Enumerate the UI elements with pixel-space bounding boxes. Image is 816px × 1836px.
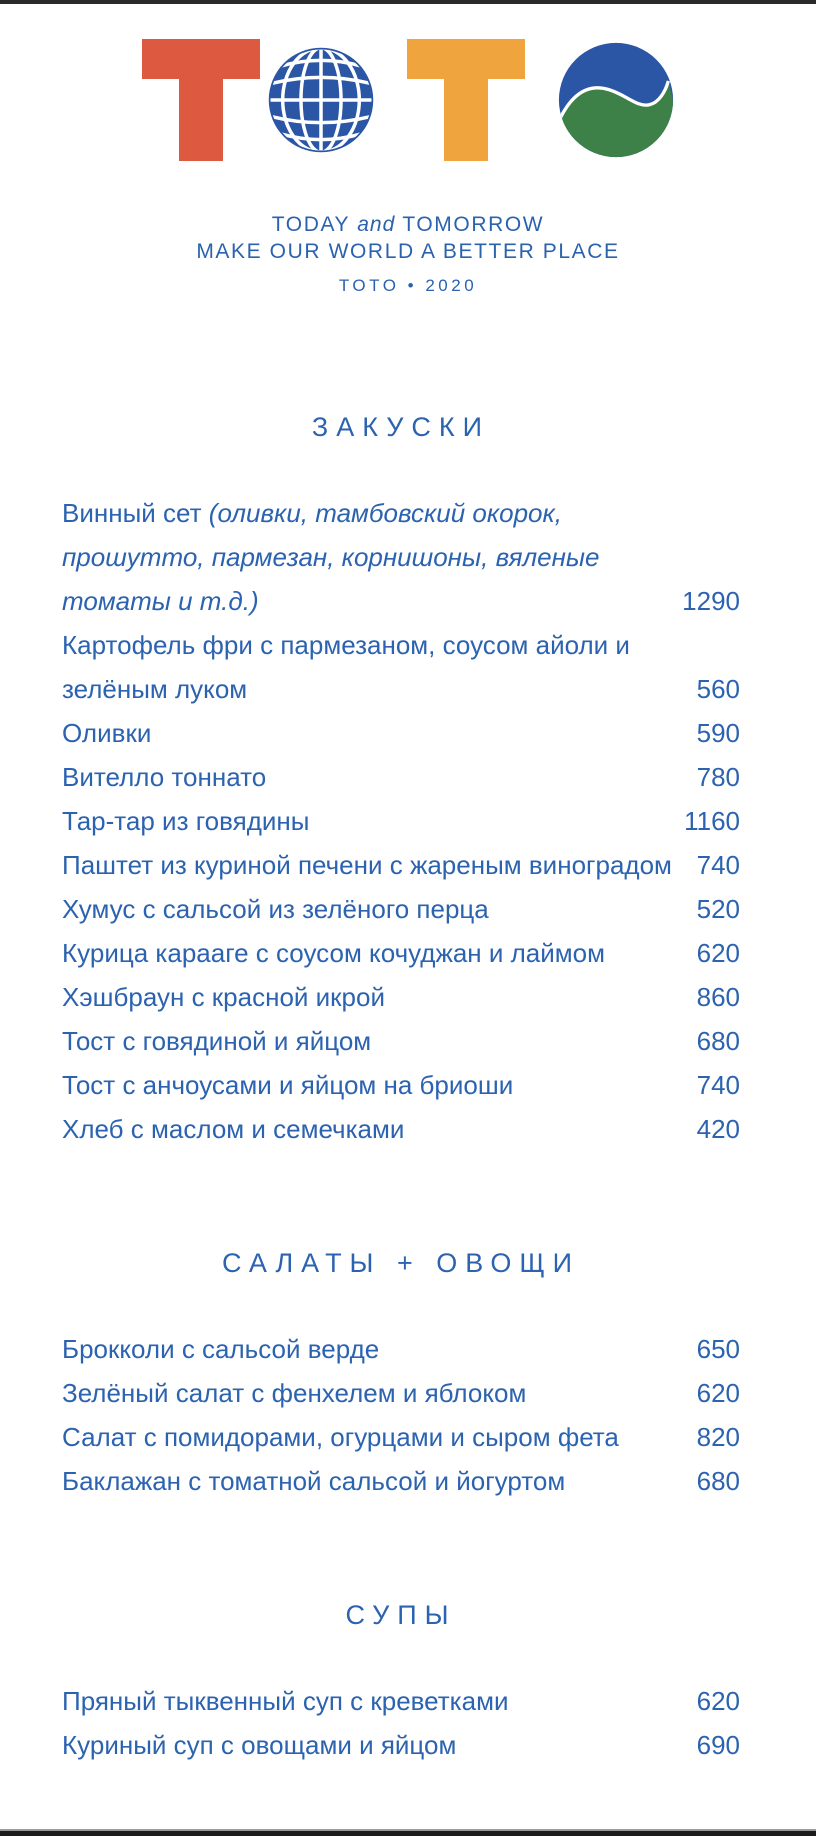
logo-letter-t-red xyxy=(141,39,260,161)
menu-item-price: 680 xyxy=(696,1026,740,1056)
menu-item-row: Курица карааге с соусом кочуджан и лаймо… xyxy=(62,931,740,975)
menu-item-row: Хлеб с маслом и семечками 420 xyxy=(62,1107,740,1151)
section-items: Пряный тыквенный суп с креветками 620 Ку… xyxy=(62,1679,740,1767)
menu-item-row: Оливки 590 xyxy=(62,711,740,755)
menu-item-price: 740 xyxy=(696,850,740,880)
menu-item-price: 590 xyxy=(696,718,740,748)
menu-item-price: 1160 xyxy=(684,806,740,836)
menu-item-name: Тост с говядиной и яйцом xyxy=(62,1019,697,1063)
item-name-text: Вителло тоннато xyxy=(62,762,267,792)
menu-item-row: Хэшбраун с красной икрой 860 xyxy=(62,975,740,1019)
menu-item-name: Брокколи с сальсой верде xyxy=(62,1327,697,1371)
section-items: Брокколи с сальсой верде 650 Зелёный сал… xyxy=(62,1327,740,1503)
menu-item-name: Тост с анчоусами и яйцом на бриоши xyxy=(62,1063,697,1107)
menu-item-name: Салат с помидорами, огурцами и сыром фет… xyxy=(62,1415,697,1459)
menu-item-row: Зелёный салат с фенхелем и яблоком 620 xyxy=(62,1371,740,1415)
item-name-text: Пряный тыквенный суп с креветками xyxy=(62,1686,509,1716)
item-name-text: Брокколи с сальсой верде xyxy=(62,1334,380,1364)
menu-item-name: Куриный суп с овощами и яйцом xyxy=(62,1723,697,1767)
menu-item-name: Хлеб с маслом и семечками xyxy=(62,1107,697,1151)
menu-section: САЛАТЫ + ОВОЩИ Брокколи с сальсой верде … xyxy=(62,1247,740,1503)
menu-item-row: Тост с говядиной и яйцом 680 xyxy=(62,1019,740,1063)
menu-item-row: Картофель фри с пармезаном, соусом айоли… xyxy=(62,623,740,711)
section-title: САЛАТЫ + ОВОЩИ xyxy=(221,1248,581,1278)
menu-item-row: Брокколи с сальсой верде 650 xyxy=(62,1327,740,1371)
menu-item-name: Хэшбраун с красной икрой xyxy=(62,975,697,1019)
top-edge-bar xyxy=(0,0,816,4)
tagline-tomorrow: TOMORROW xyxy=(402,213,545,236)
menu-item-name: Вителло тоннато xyxy=(62,755,697,799)
menu-item-name: Зелёный салат с фенхелем и яблоком xyxy=(62,1371,697,1415)
logo-planet-icon xyxy=(558,42,673,158)
logo-letter-t-orange xyxy=(406,39,525,161)
menu-item-price: 520 xyxy=(696,894,740,924)
menu-item-name: Паштет из куриной печени с жареным виног… xyxy=(62,843,697,887)
menu-item-price: 780 xyxy=(696,762,740,792)
menu-sections: ЗАКУСКИ Винный сет (оливки, тамбовский ок… xyxy=(0,411,816,1767)
menu-item-row: Вителло тоннато 780 xyxy=(62,755,740,799)
tagline: TODAY and TOMORROW MAKE OUR WORLD A BETT… xyxy=(0,211,816,299)
item-name-text: Баклажан с томатной сальсой и йогуртом xyxy=(62,1466,566,1496)
menu-item-price: 680 xyxy=(696,1466,740,1496)
tagline-today: TODAY xyxy=(271,213,350,236)
section-items: Винный сет (оливки, тамбовский окорок, пр… xyxy=(62,491,740,1151)
menu-item-name: Хумус с сальсой из зелёного перца xyxy=(62,887,697,931)
tagline-year: TOTO • 2020 xyxy=(338,276,478,295)
menu-item-price: 420 xyxy=(696,1114,740,1144)
item-name-text: Оливки xyxy=(62,718,152,748)
section-title: СУПЫ xyxy=(345,1600,457,1630)
logo-globe-icon xyxy=(268,47,373,153)
menu-item-name: Картофель фри с пармезаном, соусом айоли… xyxy=(62,623,697,711)
item-name-text: Хэшбраун с красной икрой xyxy=(62,982,385,1012)
tagline-line2: MAKE OUR WORLD A BETTER PLACE xyxy=(196,240,620,263)
menu-item-row: Винный сет (оливки, тамбовский окорок, пр… xyxy=(62,491,740,623)
menu-item-price: 560 xyxy=(696,674,740,704)
menu-item-price: 690 xyxy=(696,1730,740,1760)
menu-item-price: 650 xyxy=(696,1334,740,1364)
item-name-text: Зелёный салат с фенхелем и яблоком xyxy=(62,1378,527,1408)
menu-item-price: 860 xyxy=(696,982,740,1012)
item-name-text: Картофель фри с пармезаном, соусом айоли… xyxy=(62,630,630,704)
tagline-and: and xyxy=(357,213,396,236)
item-name-text: Хумус с сальсой из зелёного перца xyxy=(62,894,489,924)
menu-item-row: Пряный тыквенный суп с креветками 620 xyxy=(62,1679,740,1723)
item-name-text: Тост с анчоусами и яйцом на бриоши xyxy=(62,1070,514,1100)
menu-section: СУПЫ Пряный тыквенный суп с креветками 6… xyxy=(62,1599,740,1767)
item-name-text: Тост с говядиной и яйцом xyxy=(62,1026,372,1056)
menu-item-price: 820 xyxy=(696,1422,740,1452)
menu-item-name: Оливки xyxy=(62,711,697,755)
item-name-text: Куриный суп с овощами и яйцом xyxy=(62,1730,457,1760)
menu-item-price: 740 xyxy=(696,1070,740,1100)
tagline-line1: TODAY and TOMORROW xyxy=(0,211,816,238)
bottom-edge-bar xyxy=(0,1829,816,1836)
menu-item-row: Тар-тар из говядины 1160 xyxy=(62,799,740,843)
menu-item-name: Пряный тыквенный суп с креветками xyxy=(62,1679,697,1723)
item-name-text: Салат с помидорами, огурцами и сыром фет… xyxy=(62,1422,619,1452)
menu-item-row: Салат с помидорами, огурцами и сыром фет… xyxy=(62,1415,740,1459)
menu-item-row: Хумус с сальсой из зелёного перца 520 xyxy=(62,887,740,931)
menu-section: ЗАКУСКИ Винный сет (оливки, тамбовский ок… xyxy=(62,411,740,1151)
item-name-text: Паштет из куриной печени с жареным виног… xyxy=(62,850,672,880)
menu-item-price: 1290 xyxy=(682,586,740,616)
menu-item-row: Куриный суп с овощами и яйцом 690 xyxy=(62,1723,740,1767)
menu-item-price: 620 xyxy=(696,1686,740,1716)
item-name-text: Курица карааге с соусом кочуджан и лаймо… xyxy=(62,938,605,968)
menu-item-price: 620 xyxy=(696,938,740,968)
menu-item-name: Баклажан с томатной сальсой и йогуртом xyxy=(62,1459,697,1503)
menu-item-row: Тост с анчоусами и яйцом на бриоши 740 xyxy=(62,1063,740,1107)
menu-item-row: Баклажан с томатной сальсой и йогуртом 6… xyxy=(62,1459,740,1503)
menu-item-price: 620 xyxy=(696,1378,740,1408)
brand-header: TODAY and TOMORROW MAKE OUR WORLD A BETT… xyxy=(0,0,816,299)
item-note-text: (оливки, тамбовский окорок, прошутто, па… xyxy=(62,498,600,616)
item-name-text: Тар-тар из говядины xyxy=(62,806,310,836)
toto-logo xyxy=(0,39,816,161)
item-name-text: Хлеб с маслом и семечками xyxy=(62,1114,405,1144)
section-title: ЗАКУСКИ xyxy=(311,412,491,442)
menu-item-name: Винный сет (оливки, тамбовский окорок, пр… xyxy=(62,491,682,623)
menu-item-name: Тар-тар из говядины xyxy=(62,799,684,843)
menu-item-row: Паштет из куриной печени с жареным виног… xyxy=(62,843,740,887)
menu-item-name: Курица карааге с соусом кочуджан и лаймо… xyxy=(62,931,697,975)
item-name-text: Винный сет xyxy=(62,498,202,528)
